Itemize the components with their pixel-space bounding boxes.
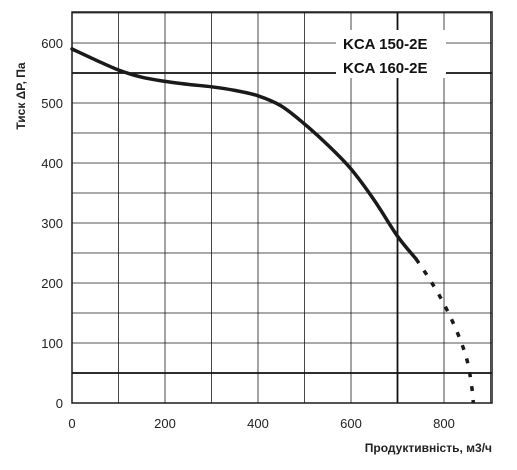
model-label-2: KCA 160-2E	[343, 60, 427, 77]
y-tick-labels: 0 100 200 300 400 500 600	[41, 36, 63, 411]
y-tick-label: 500	[41, 96, 63, 111]
x-tick-label: 400	[247, 416, 269, 431]
series	[70, 47, 476, 404]
curve-solid	[70, 47, 418, 261]
model-label-1: KCA 150-2E	[343, 36, 427, 53]
model-label-box	[336, 30, 446, 78]
y-tick-label: 400	[41, 156, 63, 171]
x-tick-label: 800	[433, 416, 455, 431]
y-tick-label: 300	[41, 216, 63, 231]
x-tick-labels: 0 200 400 600 800	[68, 416, 454, 431]
plot-frame	[71, 11, 493, 404]
x-tick-label: 0	[68, 416, 75, 431]
y-axis-label: Тиск ΔР, Па	[14, 62, 28, 130]
x-tick-label: 600	[340, 416, 362, 431]
x-axis-label: Продуктивність, м3/ч	[365, 441, 492, 455]
y-tick-label: 200	[41, 276, 63, 291]
curve-dotted-extension	[414, 258, 476, 404]
x-tick-label: 200	[154, 416, 176, 431]
y-tick-label: 0	[56, 396, 63, 411]
y-tick-label: 600	[41, 36, 63, 51]
y-tick-label: 100	[41, 336, 63, 351]
